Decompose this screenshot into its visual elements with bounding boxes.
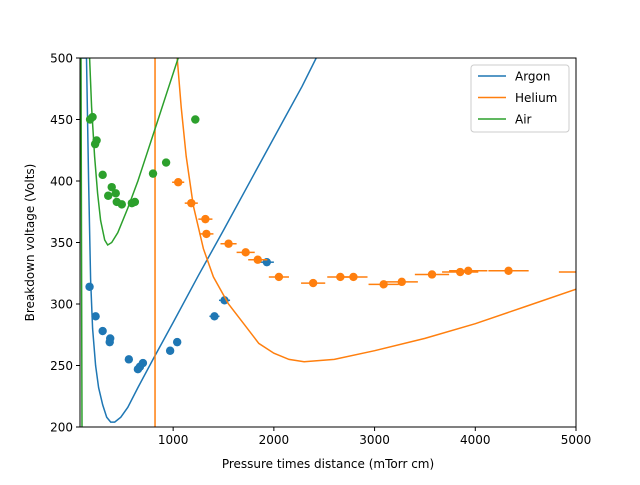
series-line-air xyxy=(80,58,83,427)
data-point-helium xyxy=(253,255,262,264)
data-point-argon xyxy=(85,282,94,291)
legend-label-air: Air xyxy=(515,113,532,127)
x-tick-label: 4000 xyxy=(460,433,491,447)
data-point-helium xyxy=(349,272,358,282)
x-tick-label: 3000 xyxy=(359,433,390,447)
data-point-helium xyxy=(274,272,284,282)
x-tick-label: 1000 xyxy=(158,433,189,447)
data-point-air xyxy=(148,169,158,178)
data-point-air xyxy=(111,189,120,198)
data-point-helium xyxy=(173,178,183,187)
y-axis-label: Breakdown voltage (Volts) xyxy=(23,164,37,322)
data-point-helium xyxy=(464,266,473,275)
data-point-helium xyxy=(504,266,513,275)
legend-frame xyxy=(470,64,570,133)
y-tick-label: 400 xyxy=(50,175,73,189)
x-tick-label: 5000 xyxy=(561,433,592,447)
x-axis-label: Pressure times distance (mTorr cm) xyxy=(222,457,434,471)
data-point-air xyxy=(161,158,171,167)
data-point-air xyxy=(88,112,97,122)
data-point-helium xyxy=(201,214,210,224)
data-point-helium xyxy=(397,277,406,287)
data-point-helium xyxy=(427,270,437,279)
axes-layer: 1000 2000 3000 4000 5000 200 250 300 350 400 450 50… xyxy=(50,52,591,448)
data-point-air xyxy=(130,197,140,207)
data-point-argon xyxy=(124,355,134,364)
data-point-helium xyxy=(455,267,465,277)
data-point-helium xyxy=(224,239,233,248)
data-point-argon xyxy=(165,346,175,355)
data-point-argon xyxy=(106,334,115,343)
legend-label-argon: Argon xyxy=(515,70,551,84)
y-tick-label: 200 xyxy=(50,421,73,435)
data-point-helium xyxy=(202,229,211,239)
series-line-air-branch xyxy=(88,58,179,247)
x-tick-label: 2000 xyxy=(259,433,290,447)
data-point-argon xyxy=(220,296,229,305)
data-point-helium xyxy=(308,278,318,288)
series-line-argon xyxy=(80,58,317,423)
y-tick-label: 450 xyxy=(50,113,73,127)
data-point-argon xyxy=(172,337,182,347)
data-point-argon xyxy=(138,358,148,368)
y-tick-label: 300 xyxy=(50,298,73,312)
data-point-air xyxy=(117,200,126,209)
data-point-helium xyxy=(241,248,250,257)
data-point-argon xyxy=(210,312,219,321)
y-tick-label: 250 xyxy=(50,359,73,373)
y-tick-label: 500 xyxy=(50,52,73,66)
data-point-argon xyxy=(98,326,107,336)
data-point-air xyxy=(103,191,113,200)
legend-label-helium: Helium xyxy=(515,91,557,105)
data-point-air xyxy=(107,182,116,192)
y-tick-label: 350 xyxy=(50,236,73,250)
data-point-air xyxy=(98,170,107,180)
data-point-air xyxy=(92,136,101,145)
data-point-helium xyxy=(187,198,196,208)
data-point-argon xyxy=(91,312,100,321)
legend: Argon Helium Air xyxy=(470,64,570,133)
series-line-helium xyxy=(176,58,576,363)
plot-layer xyxy=(80,58,576,427)
data-point-air xyxy=(191,115,200,124)
